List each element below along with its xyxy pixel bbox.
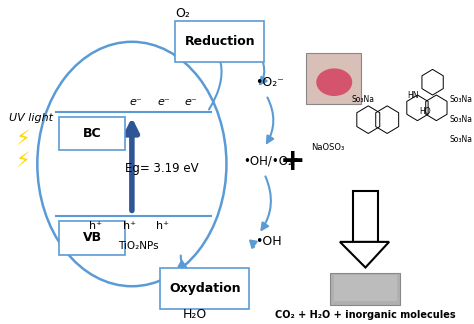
Text: HN: HN: [407, 90, 419, 99]
FancyBboxPatch shape: [353, 191, 378, 242]
FancyBboxPatch shape: [330, 273, 401, 305]
Text: So₃Na: So₃Na: [351, 96, 374, 104]
Text: Reduction: Reduction: [184, 35, 255, 48]
Text: •O₂⁻: •O₂⁻: [255, 76, 284, 89]
Text: HO: HO: [419, 107, 431, 116]
Text: Oxydation: Oxydation: [169, 282, 240, 295]
FancyBboxPatch shape: [175, 21, 264, 63]
FancyBboxPatch shape: [306, 52, 361, 104]
Text: •OH: •OH: [255, 235, 282, 249]
Text: •OH/•O₂⁻: •OH/•O₂⁻: [244, 155, 300, 168]
Text: So₃Na: So₃Na: [450, 115, 473, 124]
Text: UV light: UV light: [9, 113, 53, 123]
FancyBboxPatch shape: [160, 268, 249, 309]
Text: BC: BC: [83, 127, 101, 140]
Text: So₃Na: So₃Na: [450, 96, 473, 104]
Text: O₂: O₂: [175, 7, 191, 20]
Ellipse shape: [316, 68, 352, 96]
Text: +: +: [280, 146, 305, 176]
Text: VB: VB: [82, 231, 102, 244]
FancyBboxPatch shape: [334, 275, 397, 301]
Text: Eg= 3.19 eV: Eg= 3.19 eV: [125, 162, 199, 175]
Text: TiO₂NPs: TiO₂NPs: [118, 241, 159, 251]
Text: NaOSO₃: NaOSO₃: [311, 143, 345, 152]
Text: e⁻: e⁻: [184, 97, 197, 107]
Text: ⚡: ⚡: [15, 151, 29, 171]
Text: h⁺: h⁺: [155, 221, 169, 231]
Text: So₃Na: So₃Na: [450, 135, 473, 144]
FancyBboxPatch shape: [59, 117, 125, 150]
Text: e⁻: e⁻: [129, 97, 142, 107]
Text: CO₂ + H₂O + inorganic molecules: CO₂ + H₂O + inorganic molecules: [275, 310, 456, 320]
FancyBboxPatch shape: [59, 221, 125, 255]
Text: H₂O: H₂O: [183, 308, 207, 321]
Text: e⁻: e⁻: [158, 97, 171, 107]
Text: h⁺: h⁺: [90, 221, 102, 231]
Text: ⚡: ⚡: [15, 129, 29, 149]
Polygon shape: [340, 242, 389, 268]
Text: h⁺: h⁺: [123, 221, 136, 231]
